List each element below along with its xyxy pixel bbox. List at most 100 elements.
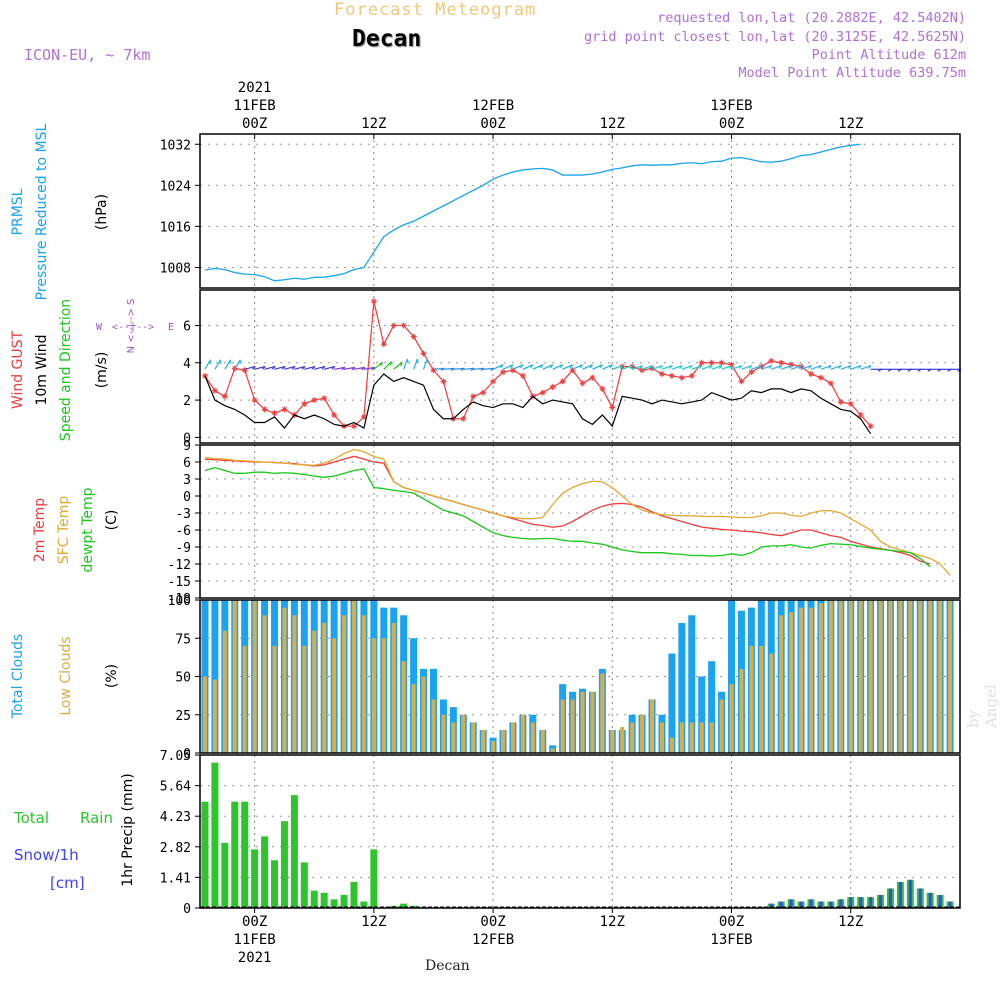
wind-dir-arrowhead <box>291 366 296 370</box>
low-cloud-bar <box>799 607 804 753</box>
rain-bar <box>400 903 408 908</box>
y-tick-label: 5.64 <box>160 780 191 795</box>
low-cloud-bar <box>888 600 893 753</box>
y-tick-label: 4 <box>183 357 191 372</box>
low-cloud-bar <box>441 714 446 753</box>
total-cloud-bar <box>708 661 716 753</box>
wind-dir-arrow <box>483 367 495 370</box>
panel-background <box>200 445 960 598</box>
wind-dir-arrowhead <box>589 364 593 369</box>
low-cloud-bar <box>322 622 327 753</box>
point-altitude: Point Altitude 612m <box>811 47 966 63</box>
temp-dewpt-label: dewpt Temp <box>80 487 96 572</box>
wind-dir-arrowhead <box>838 365 842 369</box>
compass-w: W <box>96 322 103 333</box>
wind-dir-arrow <box>314 365 326 370</box>
wind-dir-arrowhead <box>599 364 603 369</box>
wind-dir-arrow <box>433 367 445 370</box>
compass-ns: N <--|--> S <box>126 299 137 354</box>
total-cloud-bar <box>678 622 686 753</box>
wind-dir-arrow <box>622 364 633 370</box>
panel-wind: 0 2 4 6 <box>183 290 960 446</box>
top-time-label: 13FEB <box>710 98 752 114</box>
gust-marker <box>261 406 268 413</box>
low-cloud-bar <box>928 600 933 753</box>
wind-dir-arrow <box>751 364 762 370</box>
wind-dir-arrow <box>631 364 643 370</box>
wind-dir-arrow <box>592 364 603 370</box>
low-cloud-bar <box>640 714 645 753</box>
snow-bar <box>789 899 793 908</box>
wind-dir-arrowhead <box>301 366 306 370</box>
gust-marker <box>509 367 516 374</box>
wind-dir-arrowhead <box>361 366 366 371</box>
low-cloud-bar <box>332 638 337 753</box>
wind-dir-arrow <box>572 364 583 370</box>
wind-dir-arrowhead <box>331 366 336 370</box>
wind-dir-arrow <box>761 364 772 370</box>
y-tick-label: 9 <box>183 439 191 454</box>
pressure-label-1: PRMSL <box>10 188 26 235</box>
wind-dir-arrow <box>820 364 832 370</box>
wind-dir-arrowhead <box>848 365 852 369</box>
bottom-time-label: 00Z <box>480 914 505 930</box>
snow-bar <box>948 901 952 908</box>
wind-dir-arrow <box>681 364 693 370</box>
snow-bar <box>819 901 823 908</box>
low-cloud-bar <box>491 740 496 753</box>
wind-dir-arrow <box>413 358 418 370</box>
low-cloud-bar <box>818 603 823 753</box>
wind-dir-arrow <box>780 364 792 370</box>
y-tick-label: 6 <box>183 456 191 471</box>
low-cloud-bar <box>908 600 913 753</box>
wind-dir-arrowhead <box>867 365 872 369</box>
wind-dir-arrow <box>771 364 782 370</box>
wind-dir-arrowhead <box>416 358 419 364</box>
gust-marker <box>539 389 546 396</box>
wind-dir-arrowhead <box>798 365 802 369</box>
bottom-time-label: 12FEB <box>472 932 514 948</box>
rain-bar <box>221 842 229 908</box>
wind-dir-arrow <box>651 364 663 370</box>
wind-dir-arrowhead <box>559 364 564 369</box>
low-cloud-bar <box>520 714 525 753</box>
snow-bar <box>879 894 883 908</box>
gust-marker <box>748 369 755 376</box>
low-cloud-bar <box>709 722 714 753</box>
wind-dir-arrow <box>373 361 383 370</box>
y-tick-label: 25 <box>175 709 191 724</box>
low-cloud-bar <box>272 645 277 753</box>
gust-marker <box>649 365 656 372</box>
wind-dir-arrow <box>721 364 733 370</box>
wind-dir-arrowhead <box>649 365 653 369</box>
rain-bar <box>360 901 368 908</box>
low-cloud-bar <box>858 600 863 753</box>
wind-dir-arrowhead <box>252 366 256 370</box>
snow-bar <box>928 892 932 908</box>
y-tick-label: 1016 <box>160 220 191 235</box>
low-cloud-bar <box>501 730 506 753</box>
gust-marker <box>658 370 665 377</box>
rain-bar <box>280 821 288 908</box>
gust-marker <box>668 372 675 379</box>
top-time-label: 00Z <box>480 116 505 132</box>
y-tick-label: 0 <box>183 431 191 446</box>
low-cloud-bar <box>948 600 953 753</box>
wind-dir-arrow <box>562 364 573 370</box>
wind-dir-arrow <box>701 364 713 370</box>
wind-10m-label: 10m Wind <box>34 334 50 405</box>
low-cloud-bar <box>342 615 347 753</box>
gust-marker <box>718 359 725 366</box>
gust-marker <box>390 322 397 329</box>
gust-marker <box>807 370 814 377</box>
wind-dir-arrowhead <box>669 365 673 369</box>
gust-marker <box>738 378 745 385</box>
low-cloud-bar <box>560 699 565 753</box>
y-tick-label: 2 <box>183 394 191 409</box>
snow-bar <box>938 894 942 908</box>
wind-dir-arrow <box>532 364 544 370</box>
wind-dir-arrow <box>810 364 822 370</box>
low-cloud-bar <box>202 676 207 753</box>
top-time-label: 12FEB <box>472 98 514 114</box>
pressure-unit: (hPa) <box>94 194 110 230</box>
